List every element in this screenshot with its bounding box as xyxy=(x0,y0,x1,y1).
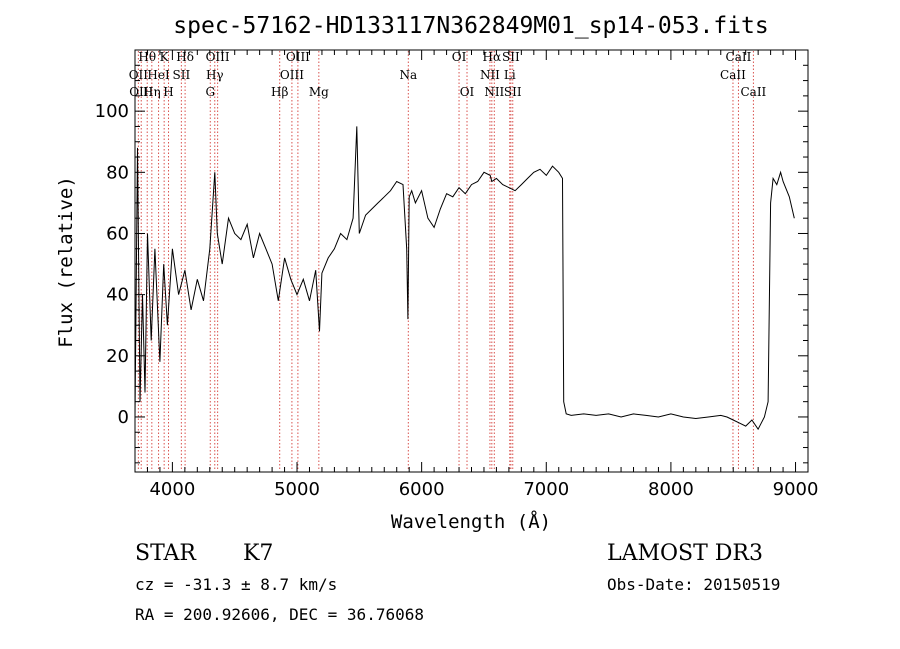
ra-dec: RA = 200.92606, DEC = 36.76068 xyxy=(135,605,424,624)
emission-line-label-26: CaII xyxy=(726,50,752,64)
y-tick-label: 80 xyxy=(106,162,129,183)
x-tick-label: 7000 xyxy=(523,479,569,500)
emission-line-label-11: OIII xyxy=(206,50,230,64)
emission-line-label-23: SII xyxy=(502,50,520,64)
y-tick-label: 40 xyxy=(106,285,129,306)
y-axis-label: Flux (relative) xyxy=(55,176,77,348)
object-subclass: K7 xyxy=(243,541,273,566)
emission-line-label-25: CaII xyxy=(720,68,746,82)
x-tick-label: 4000 xyxy=(149,479,195,500)
emission-line-label-7: SII xyxy=(173,68,191,82)
emission-line-label-13: OIII xyxy=(280,68,304,82)
y-tick-label: 60 xyxy=(106,223,129,244)
emission-line-label-4: HeI xyxy=(147,68,170,82)
plot-frame xyxy=(134,49,809,473)
emission-line-label-20: Hα xyxy=(483,50,502,64)
cz-value: cz = -31.3 ± 8.7 km/s xyxy=(135,575,337,594)
obs-date: Obs-Date: 20150519 xyxy=(607,575,780,594)
emission-line-label-2: Hθ xyxy=(138,50,156,64)
chart-title: spec-57162-HD133117N362849M01_sp14-053.f… xyxy=(173,13,768,39)
emission-line-label-21: NII xyxy=(484,85,504,99)
emission-line-label-22: Li xyxy=(504,68,516,82)
x-axis-label: Wavelength (Å) xyxy=(391,510,551,533)
object-class: STAR xyxy=(135,541,197,566)
emission-line-label-17: OI xyxy=(452,50,467,64)
x-axis-ticks: 4000 5000 6000 7000 8000 9000 xyxy=(134,50,819,500)
emission-line-label-8: Hδ xyxy=(176,50,194,64)
emission-line-label-0: OII xyxy=(129,68,149,82)
y-tick-label: 0 xyxy=(118,407,129,428)
emission-line-label-6: H xyxy=(163,85,173,99)
emission-line-label-27: CaII xyxy=(740,85,766,99)
x-tick-label: 9000 xyxy=(773,479,819,500)
emission-line-label-16: Na xyxy=(399,68,417,82)
y-tick-label: 100 xyxy=(95,101,129,122)
emission-line-label-3: Hη xyxy=(143,85,161,99)
emission-line-label-19: NII xyxy=(480,68,500,82)
spectrum-line xyxy=(134,126,795,431)
emission-line-label-18: OI xyxy=(460,85,475,99)
x-tick-label: 6000 xyxy=(399,479,445,500)
emission-line-label-24: SII xyxy=(504,85,522,99)
emission-line-label-9: G xyxy=(205,85,215,99)
emission-line-label-15: Mg xyxy=(309,85,329,99)
y-tick-label: 20 xyxy=(106,346,129,367)
x-tick-label: 8000 xyxy=(648,479,694,500)
emission-line-labels: OIIOIIIHθHηHeIKHSIIHδGHγOIIIHβOIIIOIIIMg… xyxy=(129,50,767,99)
x-tick-label: 5000 xyxy=(274,479,320,500)
emission-line-label-14: OIII xyxy=(286,50,310,64)
emission-line-label-5: K xyxy=(160,50,170,64)
emission-line-markers xyxy=(137,51,754,471)
emission-line-label-10: Hγ xyxy=(206,68,224,82)
survey-name: LAMOST DR3 xyxy=(607,541,763,566)
y-axis-ticks: 0 20 40 60 80 100 xyxy=(95,49,808,464)
emission-line-label-12: Hβ xyxy=(271,85,288,99)
